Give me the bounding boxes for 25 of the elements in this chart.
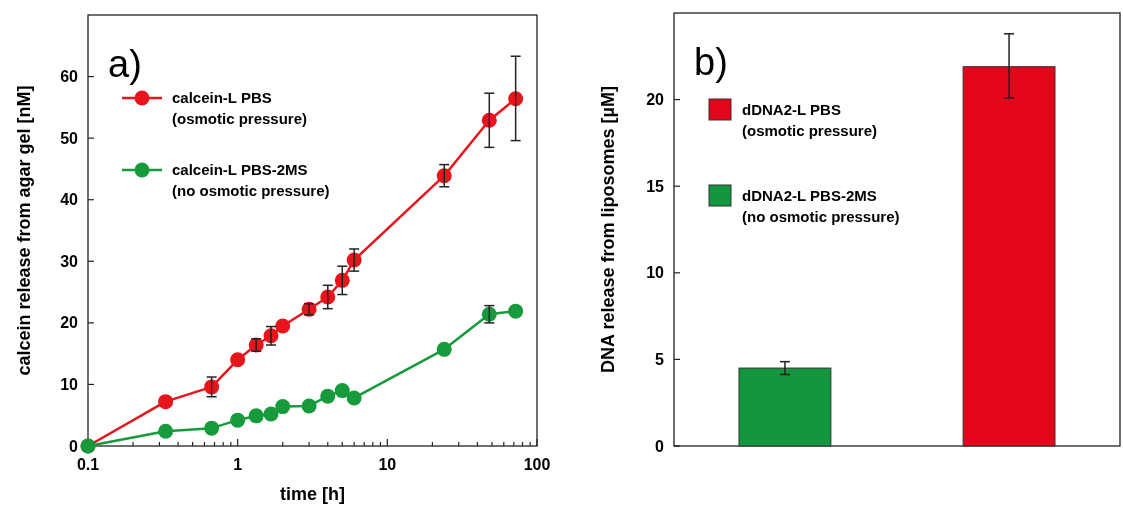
x-axis-title: time [h]	[280, 484, 345, 504]
x-tick-label: 100	[523, 456, 551, 473]
text: a)	[108, 43, 142, 85]
y-tick-label: 5	[655, 351, 665, 368]
legend-label: calcein-L PBS-2MS (no osmotic pressure)	[172, 161, 330, 199]
y-tick-label: 30	[60, 252, 79, 270]
y-tick-label: 15	[646, 177, 665, 195]
legend-label: dDNA2-L PBS (osmotic pressure)	[742, 101, 878, 139]
y-axis-title: calcein release from agar gel [nM]	[14, 85, 35, 376]
y-tick-label: 60	[60, 68, 79, 86]
y-tick-label: 40	[60, 191, 79, 209]
y-tick-label: 0	[655, 437, 665, 455]
legend-label: calcein-L PBS (osmotic pressure)	[172, 89, 308, 127]
y-tick-label: 10	[646, 264, 665, 282]
x-tick-label: 10	[378, 456, 397, 473]
y-tick-label: 0	[69, 437, 79, 455]
y-tick-label: 20	[646, 91, 665, 109]
x-tick-label: 0.1	[76, 456, 100, 473]
text: b)	[694, 41, 728, 83]
y-tick-label: 10	[60, 376, 79, 394]
legend-label: dDNA2-L PBS-2MS (no osmotic pressure)	[742, 187, 900, 225]
y-tick-label: 50	[60, 129, 79, 147]
y-axis-title: DNA release from liposomes [µM]	[598, 86, 619, 373]
y-tick-label: 20	[60, 314, 79, 332]
x-tick-label: 1	[233, 456, 243, 473]
